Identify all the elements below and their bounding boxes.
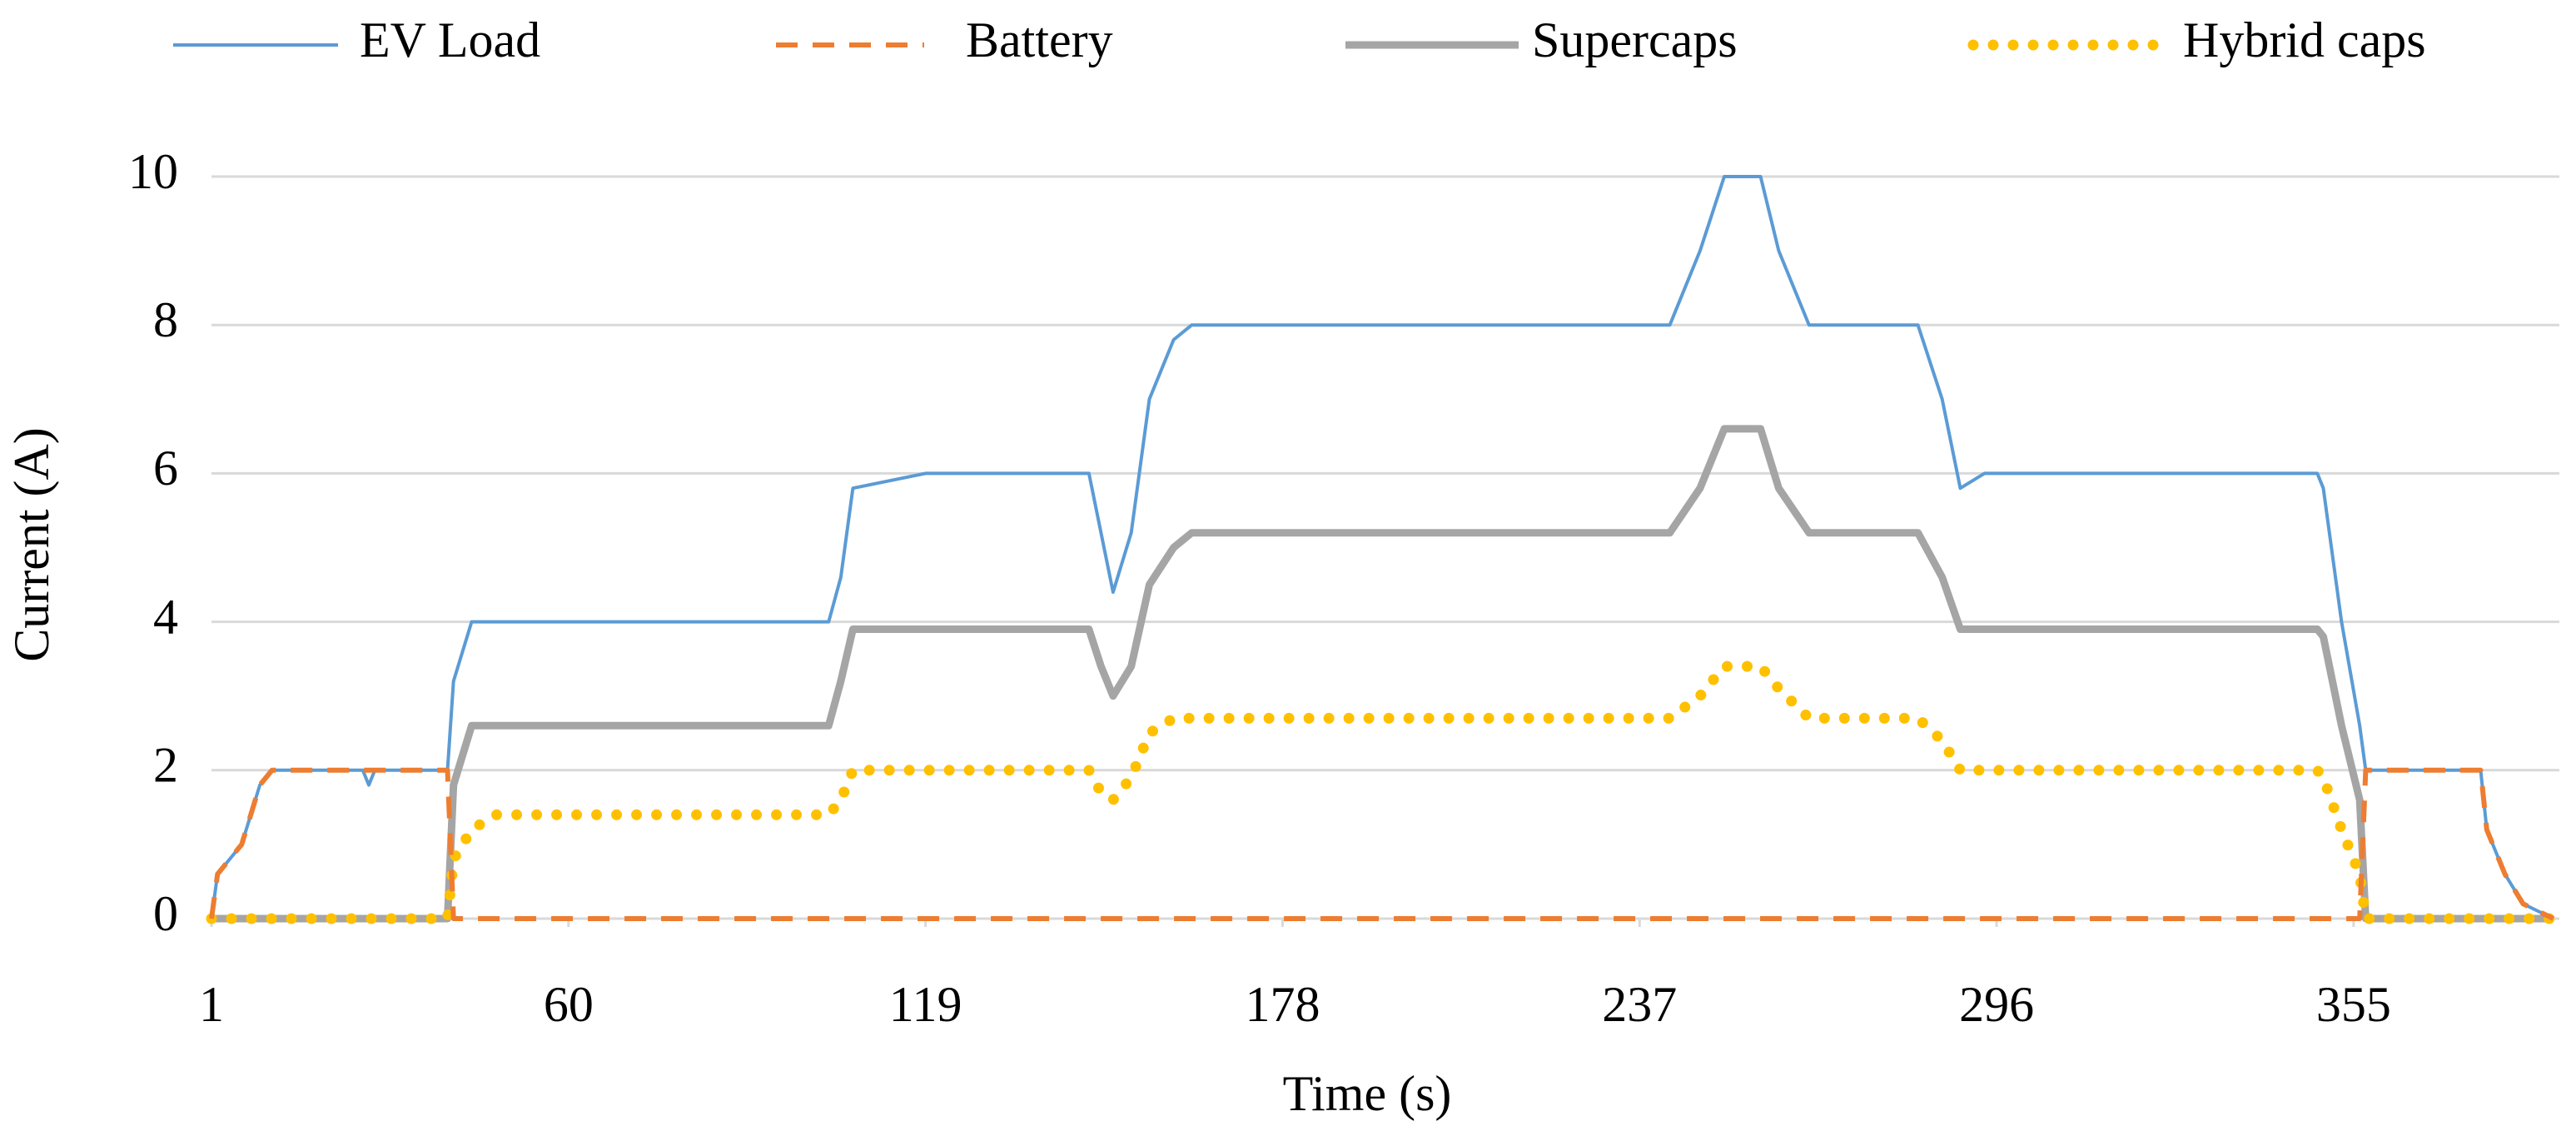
x-tick-label: 237 — [1602, 977, 1677, 1032]
x-tick-label: 119 — [889, 977, 962, 1032]
legend-label: Supercaps — [1532, 12, 1738, 67]
y-tick-label: 4 — [153, 589, 178, 644]
legend-label: Battery — [966, 12, 1113, 67]
legend-label: Hybrid caps — [2183, 12, 2426, 67]
x-axis-title: Time (s) — [1283, 1066, 1452, 1121]
y-tick-label: 10 — [128, 144, 178, 199]
legend-label: EV Load — [360, 12, 540, 67]
y-tick-label: 0 — [153, 886, 178, 941]
x-tick-label: 60 — [544, 977, 594, 1032]
y-axis-title: Current (A) — [4, 427, 59, 662]
series-line — [209, 767, 2555, 921]
y-tick-label: 6 — [153, 441, 178, 496]
x-tick-label: 1 — [199, 977, 224, 1032]
series-line — [211, 425, 2554, 923]
y-tick-label: 2 — [153, 738, 178, 793]
x-tick-label: 355 — [2316, 977, 2391, 1032]
series-line — [206, 660, 2559, 924]
x-tick-label: 178 — [1245, 977, 1320, 1032]
x-tick-label: 296 — [1959, 977, 2034, 1032]
y-tick-label: 8 — [153, 292, 178, 347]
series-line — [210, 175, 2554, 920]
